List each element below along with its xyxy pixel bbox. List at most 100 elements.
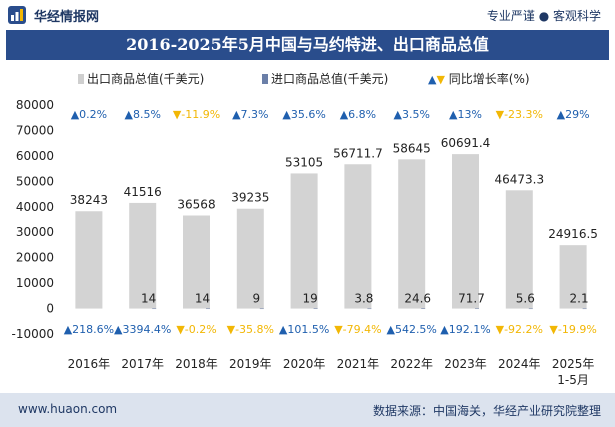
import-bar (582, 308, 587, 310)
import-value-label: 14 (195, 292, 210, 306)
export-value-label: 58645 (393, 141, 431, 155)
import-value-label: 71.7 (458, 292, 485, 306)
title-bar: 2016-2025年5月中国与马约特进、出口商品总值 (6, 30, 609, 60)
x-tick-label: 2022年 (390, 357, 433, 371)
export-bar (452, 154, 479, 309)
export-growth-label: ▲29% (557, 108, 590, 121)
import-value-label: 9 (252, 292, 260, 306)
top-bar: 华经情报网 专业严谨 ● 客观科学 (0, 0, 615, 28)
legend: 出口商品总值(千美元) 进口商品总值(千美元) ▲▼ 同比增长率(%) (0, 70, 615, 90)
import-bar (528, 308, 533, 310)
export-bar (398, 159, 426, 309)
chart-area: -10000 0 10000 20000 30000 40000 50000 60000 700… (11, 98, 598, 387)
import-growth-label: ▲192.1% (440, 323, 490, 336)
import-bar (313, 308, 318, 310)
export-growth-label: ▲35.6% (282, 108, 325, 121)
legend-export-swatch (78, 74, 84, 84)
export-growth-label: ▲13% (449, 108, 482, 121)
y-tick-label: 0 (46, 302, 54, 316)
footer: www.huaon.com 数据来源：中国海关，华经产业研究院整理 (0, 393, 615, 427)
export-growth-label: ▲8.5% (124, 108, 160, 121)
footer-website[interactable]: www.huaon.com (18, 402, 118, 416)
import-value-label: 3.8 (354, 292, 373, 306)
export-bar (344, 164, 372, 309)
y-tick-label: 50000 (16, 174, 54, 188)
export-value-label: 39235 (231, 191, 269, 205)
huajing-logo-icon (8, 6, 26, 24)
export-value-label: 24916.5 (548, 227, 598, 241)
export-value-label: 53105 (285, 155, 323, 169)
import-growth-label: ▼-79.4% (334, 323, 381, 336)
import-bar (475, 308, 479, 309)
y-tick-label: 30000 (16, 225, 54, 239)
import-value-label: 14 (141, 292, 156, 306)
export-bar (505, 190, 533, 309)
legend-import: 进口商品总值(千美元) (262, 70, 388, 87)
import-value-label: 24.6 (404, 292, 431, 306)
y-tick-label: 80000 (16, 98, 54, 112)
x-tick-label: 2020年 (283, 357, 326, 371)
x-tick-label: 2016年 (68, 357, 111, 371)
y-tick-label: 10000 (16, 276, 54, 290)
x-tick-label: 2024年 (498, 357, 541, 371)
up-triangle-icon: ▲ (428, 73, 437, 86)
export-value-label: 46473.3 (494, 172, 544, 186)
x-tick-label: 2019年 (229, 357, 272, 371)
x-tick-label: 2025年 (552, 357, 595, 371)
import-value-label: 5.6 (516, 292, 535, 306)
import-bar (367, 308, 372, 310)
import-growth-label: ▲3394.4% (114, 323, 171, 336)
tagline: 专业严谨 ● 客观科学 (486, 9, 601, 23)
legend-growth: ▲▼ 同比增长率(%) (428, 70, 530, 87)
export-growth-label: ▲7.3% (232, 108, 268, 121)
import-growth-label: ▲542.5% (386, 323, 436, 336)
import-growth-label: ▼-92.2% (496, 323, 543, 336)
x-tick-label: 2017年 (121, 357, 164, 371)
export-bar (236, 208, 264, 309)
x-tick-label: 2021年 (337, 357, 380, 371)
export-bar (290, 173, 318, 309)
export-growth-label: ▲0.2% (71, 108, 107, 121)
import-value-label: 2.1 (570, 292, 589, 306)
y-tick-label: -10000 (11, 327, 54, 341)
y-tick-label: 70000 (16, 123, 54, 137)
y-tick-label: 40000 (16, 200, 54, 214)
import-bar (152, 308, 157, 310)
export-growth-label: ▼-11.9% (173, 108, 220, 121)
import-bar (421, 308, 426, 309)
import-growth-label: ▼-35.8% (227, 323, 274, 336)
legend-growth-label: 同比增长率(%) (448, 72, 530, 86)
export-bar (559, 245, 587, 309)
legend-import-label: 进口商品总值(千美元) (271, 72, 389, 86)
import-growth-label: ▲218.6% (64, 323, 114, 336)
export-value-label: 36568 (177, 198, 215, 212)
export-value-label: 38243 (70, 193, 108, 207)
export-growth-label: ▼-23.3% (496, 108, 543, 121)
legend-export-label: 出口商品总值(千美元) (87, 72, 205, 86)
legend-import-swatch (262, 74, 268, 84)
export-value-label: 60691.4 (441, 136, 491, 150)
down-triangle-icon: ▼ (436, 73, 445, 86)
legend-export: 出口商品总值(千美元) (78, 70, 204, 87)
import-growth-label: ▼-19.9% (549, 323, 596, 336)
import-bar (259, 308, 264, 310)
import-value-label: 19 (302, 292, 317, 306)
export-growth-label: ▲3.5% (393, 108, 429, 121)
export-value-label: 56711.7 (333, 146, 383, 160)
footer-source: 数据来源：中国海关，华经产业研究院整理 (372, 404, 601, 418)
import-growth-label: ▲101.5% (279, 323, 329, 336)
y-tick-label: 60000 (16, 149, 54, 163)
chart-title: 2016-2025年5月中国与马约特进、出口商品总值 (126, 35, 489, 54)
export-bar (129, 202, 157, 309)
brand-name[interactable]: 华经情报网 (34, 10, 100, 25)
import-bar (206, 308, 210, 310)
x-tick-label: 2023年 (444, 357, 487, 371)
x-tick-label: 1-5月 (557, 373, 589, 387)
export-growth-label: ▲6.8% (340, 108, 376, 121)
export-value-label: 41516 (124, 185, 162, 199)
export-bar (75, 211, 103, 309)
y-tick-label: 20000 (16, 251, 54, 265)
x-tick-label: 2018年 (175, 357, 218, 371)
export-bar (183, 215, 210, 309)
import-growth-label: ▼-0.2% (176, 323, 216, 336)
